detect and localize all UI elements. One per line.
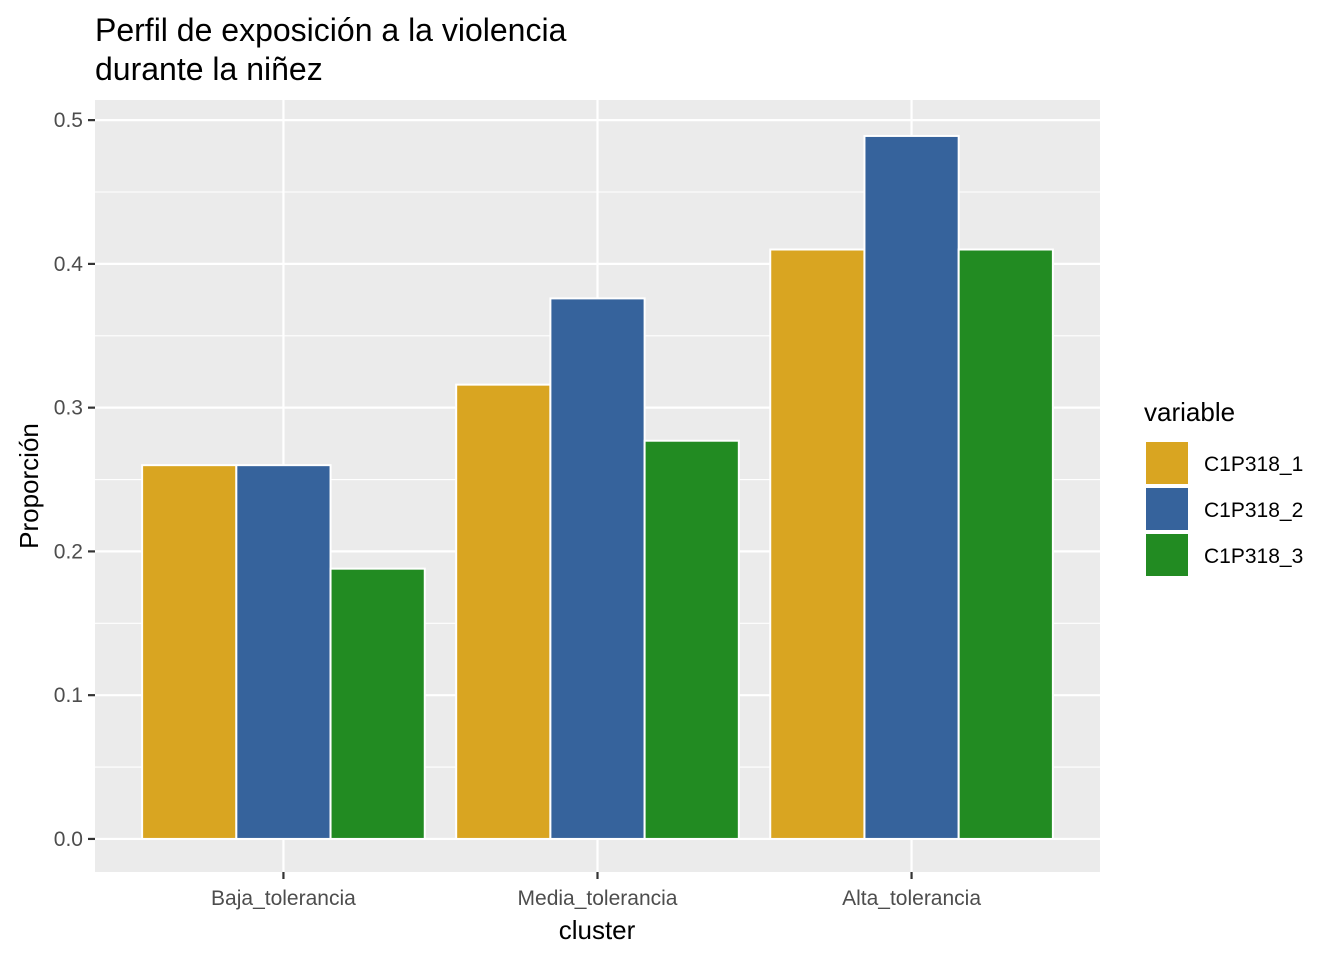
y-tick-label: 0.3 [54, 397, 83, 420]
chart-title-line-2: durante la niñez [95, 51, 323, 87]
legend-key-C1P318_2 [1144, 486, 1190, 532]
legend-label: C1P318_1 [1204, 453, 1303, 476]
x-axis: Baja_tolerancia Media_tolerancia Alta_tole… [211, 872, 981, 910]
legend-label: C1P318_2 [1204, 499, 1303, 522]
bar-C1P318_3-Baja_tolerancia [329, 567, 426, 840]
x-axis-title: cluster [559, 915, 636, 945]
legend: variable C1P318_1 C1P318_2 C1P318_3 [1144, 397, 1303, 578]
legend-key-C1P318_3 [1144, 532, 1190, 578]
bar-C1P318_1-Alta_tolerancia [769, 248, 866, 840]
legend-key-C1P318_1 [1144, 440, 1190, 486]
y-tick-label: 0.1 [54, 684, 83, 707]
bar-C1P318_2-Baja_tolerancia [235, 464, 332, 840]
bar-C1P318_3-Alta_tolerancia [957, 248, 1054, 840]
y-axis-title: Proporción [14, 423, 44, 549]
chart-title-line-1: Perfil de exposición a la violencia [95, 12, 567, 48]
x-tick-label: Media_tolerancia [518, 887, 678, 910]
bar-C1P318_1-Media_tolerancia [455, 383, 552, 840]
legend-title: variable [1144, 397, 1235, 427]
bars [141, 134, 1054, 840]
bar-C1P318_1-Baja_tolerancia [141, 464, 238, 840]
y-tick-label: 0.0 [54, 828, 83, 851]
y-tick-label: 0.2 [54, 540, 83, 563]
legend-label: C1P318_3 [1204, 545, 1303, 568]
y-tick-label: 0.4 [54, 253, 84, 276]
bar-C1P318_3-Media_tolerancia [643, 439, 740, 840]
x-tick-label: Baja_tolerancia [211, 887, 356, 910]
bar-C1P318_2-Media_tolerancia [549, 297, 646, 840]
y-axis: 0.0 0.1 0.2 0.3 0.4 0.5 [54, 109, 95, 851]
y-tick-label: 0.5 [54, 109, 83, 132]
bar-C1P318_2-Alta_tolerancia [863, 134, 960, 840]
x-tick-label: Alta_tolerancia [842, 887, 981, 910]
